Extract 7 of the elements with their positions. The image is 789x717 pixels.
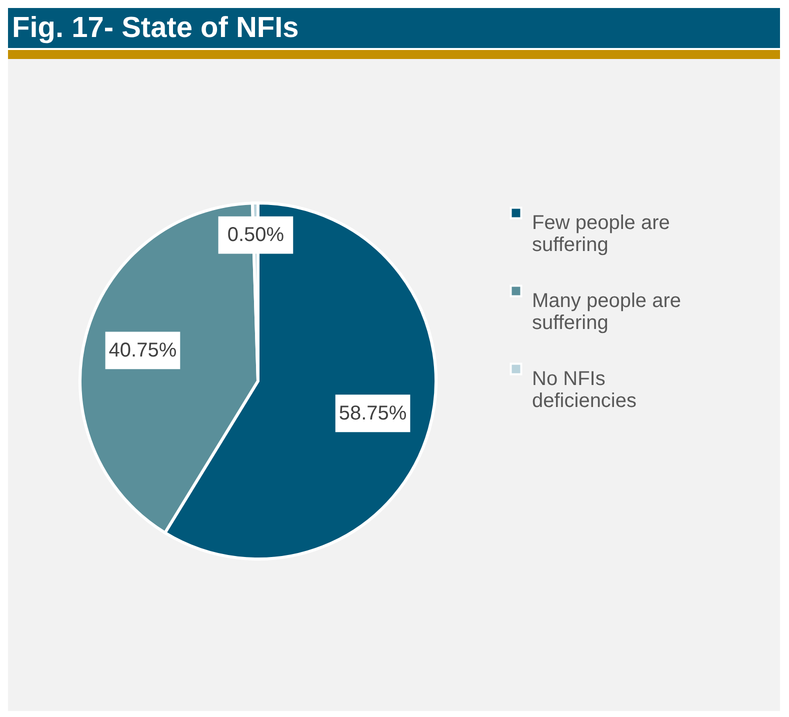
chart-title: Fig. 17- State of NFIs xyxy=(8,8,780,50)
data-label: 40.75% xyxy=(108,339,177,362)
legend-label: Few people are suffering xyxy=(532,212,670,256)
data-label: 0.50% xyxy=(227,224,284,246)
data-label: 58.75% xyxy=(338,402,407,424)
legend-label: No NFIs deficiencies xyxy=(532,368,637,412)
legend-label: Many people are suffering xyxy=(532,290,681,334)
